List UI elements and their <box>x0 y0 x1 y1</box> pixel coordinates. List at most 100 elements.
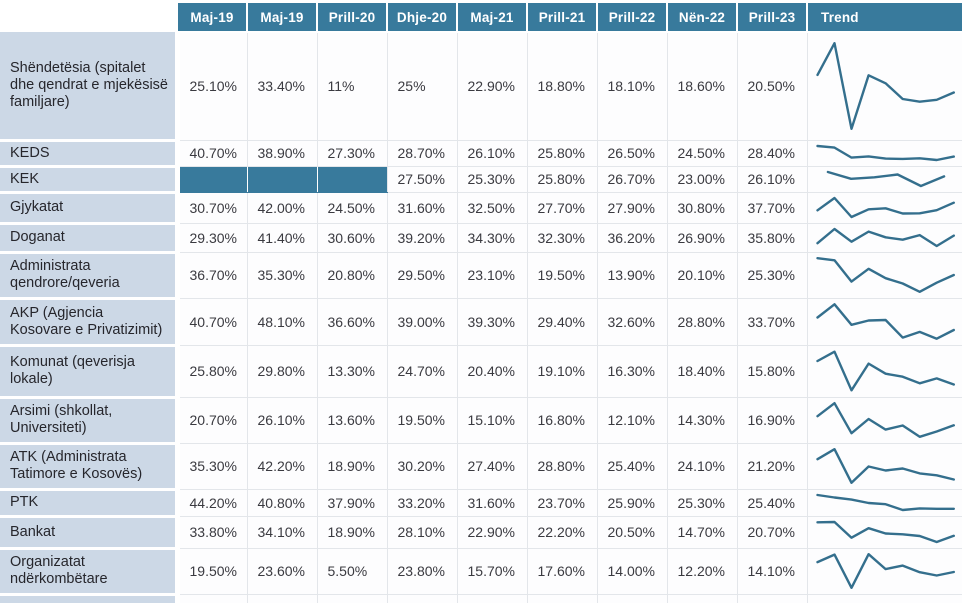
empty-filled-cell <box>317 166 388 193</box>
table-body: Shëndetësia (spitalet dhe qendrat e mjek… <box>0 32 962 603</box>
value-cell: 29.30% <box>177 223 248 253</box>
row-label: ATK (Administrata Tatimore e Kosovës) <box>0 443 180 491</box>
value-cell: 37.70% <box>737 192 808 224</box>
trend-sparkline <box>826 170 945 188</box>
value-cell: 18.90% <box>317 443 388 490</box>
row-label: AKP (Agjencia Kosovare e Privatizimit) <box>0 298 180 347</box>
value-cell <box>527 594 598 603</box>
trend-cell <box>807 32 962 141</box>
value-cell: 20.10% <box>667 252 738 299</box>
table-row: Arsimi (shkollat, Universiteti) 20.70% 26.… <box>0 397 962 445</box>
trend-sparkline <box>815 402 955 439</box>
date-column-header: Prill-23 <box>736 3 807 33</box>
value-cell: 23.60% <box>247 548 318 595</box>
table-row: Gjykatat 30.70% 42.00% 24.50% 31.60% 32.50% 27… <box>0 192 962 225</box>
trend-cell <box>807 166 962 193</box>
date-column-header: Nën-22 <box>666 3 737 33</box>
trend-sparkline <box>815 350 955 392</box>
value-cell: 16.30% <box>597 345 668 398</box>
value-cell: 42.20% <box>247 443 318 490</box>
value-cell: 18.80% <box>527 32 598 141</box>
value-cell: 40.70% <box>177 298 248 346</box>
trend-sparkline <box>815 521 955 544</box>
value-cell <box>597 594 668 603</box>
table-row: KEK 27.50% 25.30% 25.80% 26.70% 23.00% 26.10% <box>0 166 962 194</box>
value-cell: 32.50% <box>457 192 528 224</box>
value-cell: 23.80% <box>387 548 458 595</box>
value-cell: 29.40% <box>527 298 598 346</box>
value-cell: 26.90% <box>667 223 738 253</box>
value-cell: 24.50% <box>317 192 388 224</box>
value-cell: 33.20% <box>387 489 458 517</box>
date-column-header: Maj-19 <box>246 3 317 33</box>
value-cell: 24.50% <box>667 140 738 167</box>
value-cell: 20.70% <box>177 397 248 444</box>
value-cell: 20.70% <box>737 516 808 549</box>
value-cell: 41.40% <box>247 223 318 253</box>
value-cell <box>317 594 388 603</box>
value-cell: 26.70% <box>597 166 668 193</box>
value-cell: 30.70% <box>177 192 248 224</box>
trend-sparkline <box>815 448 955 485</box>
value-cell: 32.60% <box>597 298 668 346</box>
value-cell: 22.90% <box>457 516 528 549</box>
trend-sparkline <box>815 197 955 219</box>
value-cell: 33.40% <box>247 32 318 141</box>
value-cell: 19.50% <box>527 252 598 299</box>
value-cell: 17.60% <box>527 548 598 595</box>
value-cell <box>457 594 528 603</box>
row-label: Shëndetësia (spitalet dhe qendrat e mjek… <box>0 32 180 142</box>
value-cell: 19.50% <box>177 548 248 595</box>
value-cell: 14.70% <box>667 516 738 549</box>
trend-sparkline <box>815 144 955 162</box>
partial-row <box>0 594 962 603</box>
value-cell: 18.40% <box>667 345 738 398</box>
trend-cell <box>807 298 962 346</box>
trend-cell <box>807 223 962 253</box>
value-cell: 36.60% <box>317 298 388 346</box>
empty-filled-cell <box>177 166 248 193</box>
empty-filled-cell <box>247 166 318 193</box>
report-table: Maj-19 Maj-19 Prill-20 Dhje-20 Maj-21 Prill-2… <box>0 3 962 603</box>
value-cell: 12.10% <box>597 397 668 444</box>
row-label: KEDS <box>0 140 180 168</box>
trend-cell <box>807 192 962 224</box>
table-row: Doganat 29.30% 41.40% 30.60% 39.20% 34.30% 32.… <box>0 223 962 254</box>
value-cell: 25.80% <box>527 166 598 193</box>
value-cell: 28.70% <box>387 140 458 167</box>
row-label: Komunat (qeverisja lokale) <box>0 345 180 399</box>
value-cell: 33.70% <box>737 298 808 346</box>
value-cell: 30.80% <box>667 192 738 224</box>
value-cell: 27.30% <box>317 140 388 167</box>
value-cell: 39.20% <box>387 223 458 253</box>
value-cell: 18.60% <box>667 32 738 141</box>
value-cell: 25.30% <box>667 489 738 517</box>
value-cell: 22.90% <box>457 32 528 141</box>
value-cell <box>667 594 738 603</box>
value-cell: 18.90% <box>317 516 388 549</box>
value-cell: 30.20% <box>387 443 458 490</box>
value-cell: 34.30% <box>457 223 528 253</box>
value-cell: 32.30% <box>527 223 598 253</box>
value-cell: 23.00% <box>667 166 738 193</box>
value-cell: 24.10% <box>667 443 738 490</box>
table-row: Administrata qendrore/qeveria 36.70% 35.30… <box>0 252 962 300</box>
value-cell: 25.10% <box>177 32 248 141</box>
value-cell: 21.20% <box>737 443 808 490</box>
row-label: PTK <box>0 489 180 518</box>
value-cell: 18.10% <box>597 32 668 141</box>
value-cell: 14.10% <box>737 548 808 595</box>
table-row: ATK (Administrata Tatimore e Kosovës) 35.… <box>0 443 962 491</box>
trend-sparkline <box>815 303 955 341</box>
table-row: PTK 44.20% 40.80% 37.90% 33.20% 31.60% 23.70% 2… <box>0 489 962 518</box>
value-cell: 20.80% <box>317 252 388 299</box>
table-row: KEDS 40.70% 38.90% 27.30% 28.70% 26.10% 25.80%… <box>0 140 962 168</box>
row-label <box>0 594 180 603</box>
value-cell: 27.50% <box>387 166 458 193</box>
value-cell: 38.90% <box>247 140 318 167</box>
value-cell: 25% <box>387 32 458 141</box>
row-label: KEK <box>0 166 180 194</box>
value-cell: 28.40% <box>737 140 808 167</box>
table-row: Shëndetësia (spitalet dhe qendrat e mjek… <box>0 32 962 142</box>
